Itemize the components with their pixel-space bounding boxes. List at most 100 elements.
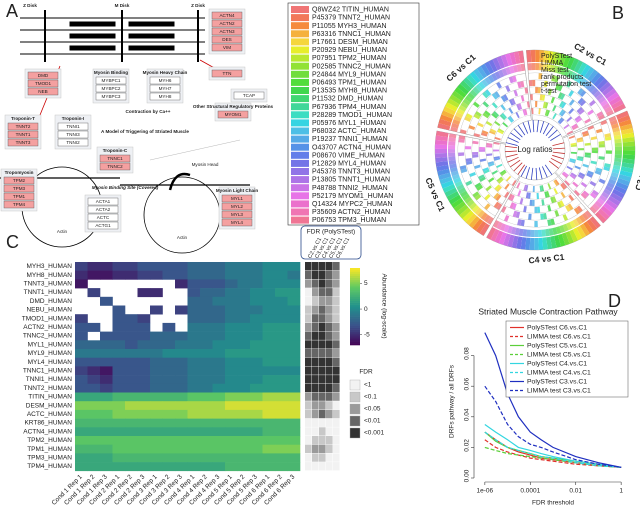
ring-segment	[614, 142, 622, 147]
gene-label: MYL4	[231, 220, 243, 225]
ring-segment	[510, 194, 515, 202]
ring-segment	[542, 63, 548, 71]
ring-segment	[584, 66, 595, 80]
gene-label: TPM4	[13, 202, 26, 207]
heat-cell	[287, 305, 301, 315]
caption: Myosin Head	[192, 162, 219, 167]
ratio-bar	[517, 124, 526, 136]
ring-segment	[547, 205, 552, 212]
ring-segment	[462, 210, 474, 222]
heat-cell	[275, 279, 288, 289]
heat-cell	[75, 401, 88, 411]
ring-segment	[527, 63, 532, 71]
ring-segment	[591, 147, 598, 151]
legend-label: P67936 TPM4_HUMAN	[312, 104, 386, 111]
gene-label: TNNI2	[66, 140, 80, 145]
ratio-bar	[510, 159, 521, 168]
heat-cell	[100, 383, 113, 393]
ring-segment	[591, 189, 599, 196]
ring-segment	[487, 161, 494, 165]
heat-cell	[237, 322, 251, 332]
heat-cell	[87, 349, 101, 358]
ring-segment	[568, 194, 575, 202]
heat-cell	[225, 427, 238, 437]
ring-segment	[550, 235, 557, 249]
ring-segment	[530, 94, 533, 101]
ring-segment	[570, 172, 577, 178]
ring-segment	[568, 99, 575, 106]
ring-segment	[486, 142, 493, 146]
ring-segment	[622, 150, 635, 156]
group-title: Myosin Heavy Chain	[143, 70, 188, 75]
row-label: MYH8_HUMAN	[26, 272, 72, 279]
disk-label: Z Disk	[191, 3, 205, 8]
ring-segment	[526, 101, 530, 108]
ring-segment	[611, 123, 619, 129]
heat-cell	[175, 383, 188, 393]
heat-cell	[250, 349, 263, 358]
fdr-cell	[312, 383, 319, 393]
colorbar-step	[350, 312, 360, 315]
heat-cell	[287, 279, 301, 289]
fdr-cell	[312, 392, 319, 401]
heat-cell	[175, 357, 188, 367]
ring-segment	[453, 177, 462, 184]
ring-segment	[480, 212, 488, 221]
heat-cell	[175, 340, 188, 350]
ring-segment	[539, 50, 545, 63]
row-label: TNNI1_HUMAN	[26, 376, 73, 383]
ring-segment	[586, 172, 593, 178]
ring-segment	[562, 171, 569, 177]
ring-segment	[458, 104, 467, 112]
legend-swatch	[291, 78, 309, 86]
ring-segment	[459, 207, 472, 219]
ring-segment	[482, 112, 490, 119]
ring-segment	[610, 192, 623, 203]
ring-segment	[570, 71, 577, 80]
ring-segment	[598, 178, 606, 185]
heat-cell	[100, 444, 113, 454]
gene-box	[3, 200, 35, 209]
fdr-cell	[333, 409, 340, 419]
heat-cell	[150, 288, 163, 298]
ring-segment	[466, 199, 475, 207]
ring-segment	[570, 144, 577, 147]
ring-segment	[448, 133, 457, 139]
fdr-cell	[326, 401, 333, 410]
fdr-cell	[326, 296, 333, 306]
ring-segment	[576, 157, 584, 162]
series-line	[484, 431, 622, 468]
heat-cell	[287, 383, 301, 393]
heat-cell	[100, 418, 113, 428]
heat-cell	[225, 279, 238, 289]
ring-segment	[560, 102, 567, 109]
ring-segment	[448, 159, 457, 165]
ring-segment	[466, 74, 478, 86]
heat-cell	[112, 453, 126, 463]
heat-cell	[87, 383, 101, 393]
ring-segment	[460, 190, 468, 198]
ring-segment	[542, 237, 548, 250]
ring-segment	[479, 223, 490, 236]
ring-segment	[574, 165, 581, 170]
heat-cell	[75, 357, 88, 367]
ring-segment	[534, 237, 539, 250]
heat-cell	[200, 444, 213, 454]
ring-segment	[492, 149, 500, 152]
ring-segment	[496, 81, 502, 89]
ring-segment	[600, 99, 609, 107]
ring-segment	[611, 99, 624, 110]
ring-segment	[587, 125, 595, 131]
legend-label: P24844 MYL9_HUMAN	[312, 71, 386, 78]
ring-segment	[577, 156, 584, 160]
gene-box	[3, 192, 35, 201]
ring-segment	[437, 123, 451, 131]
ring-segment	[620, 166, 634, 173]
ring-segment	[560, 93, 566, 101]
ring-segment	[535, 63, 540, 71]
ring-segment	[435, 144, 448, 150]
ring-segment	[604, 88, 617, 100]
ring-segment	[554, 210, 560, 217]
fdr-cell	[333, 305, 340, 314]
